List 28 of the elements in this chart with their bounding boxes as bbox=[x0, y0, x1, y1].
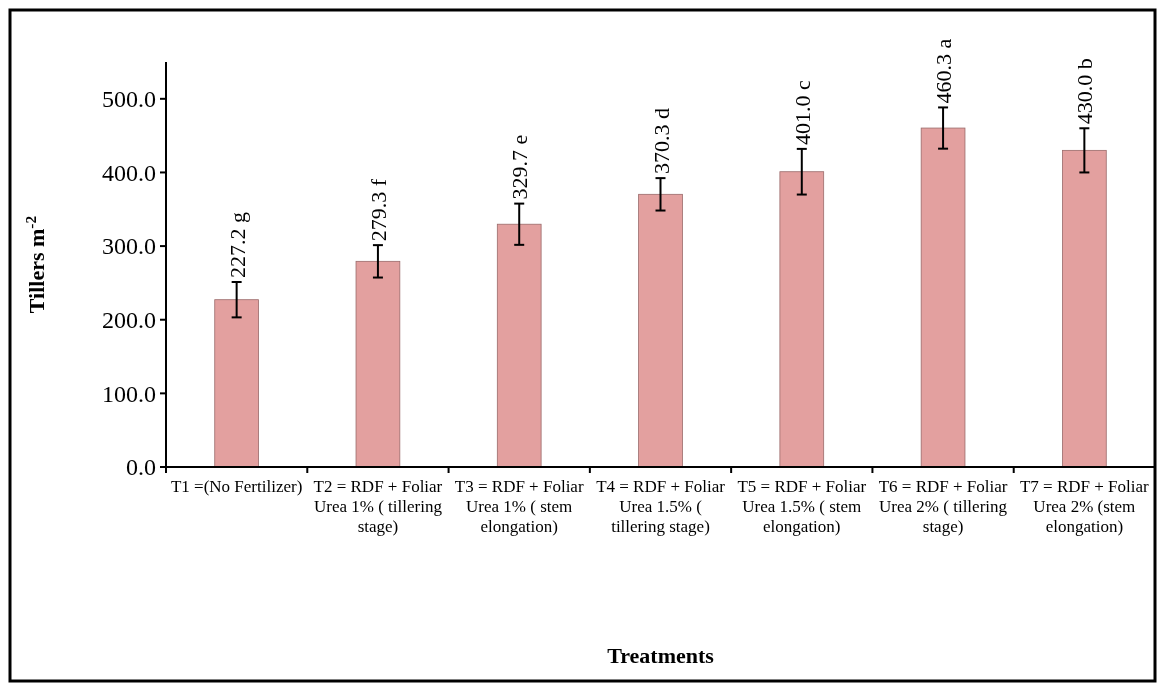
x-tick-label: T1 =(No Fertilizer) bbox=[170, 477, 303, 496]
data-label: 329.7 e bbox=[507, 134, 533, 200]
data-label: 370.3 d bbox=[648, 108, 674, 175]
x-tick-label: T7 = RDF + Foliar Urea 2% (stem elongation) bbox=[1019, 477, 1150, 536]
y-tick-label: 200.0 bbox=[102, 307, 156, 334]
bar bbox=[638, 193, 683, 468]
x-tick-label: T6 = RDF + Foliar Urea 2% ( tillering stage) bbox=[878, 477, 1008, 536]
bar bbox=[779, 171, 825, 468]
y-tick-label: 400.0 bbox=[102, 159, 156, 186]
data-label: 460.3 a bbox=[931, 38, 957, 104]
bar bbox=[1062, 149, 1107, 468]
y-tick-label: 0.0 bbox=[126, 454, 156, 481]
y-tick-label: 500.0 bbox=[102, 86, 156, 113]
y-tick-label: 300.0 bbox=[102, 233, 156, 260]
bar bbox=[355, 260, 401, 468]
y-tick-label: 100.0 bbox=[102, 380, 156, 407]
x-tick-label: T2 = RDF + Foliar Urea 1% ( tillering stage) bbox=[313, 477, 443, 536]
data-label: 401.0 c bbox=[789, 79, 815, 145]
x-axis-title: Treatments bbox=[607, 643, 715, 668]
data-label: 430.0 b bbox=[1072, 58, 1098, 125]
bar bbox=[920, 127, 966, 468]
bar bbox=[496, 223, 542, 468]
x-tick-label: T5 = RDF + Foliar Urea 1.5% ( stem elongation) bbox=[737, 477, 867, 536]
data-label: 279.3 f bbox=[365, 178, 391, 242]
x-tick-label: T3 = RDF + Foliar Urea 1% ( stem elongation) bbox=[454, 477, 584, 536]
x-tick-label: T4 = RDF + Foliar Urea 1.5% ( tillering stage) bbox=[596, 477, 726, 536]
bar bbox=[214, 299, 259, 468]
data-label: 227.2 g bbox=[224, 212, 250, 279]
